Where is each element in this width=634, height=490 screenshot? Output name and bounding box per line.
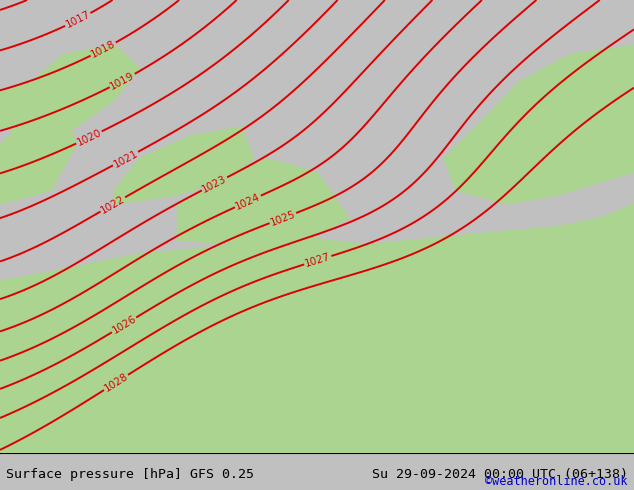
Text: 1018: 1018: [89, 39, 117, 60]
Text: 1024: 1024: [234, 192, 262, 211]
Text: ©weatheronline.co.uk: ©weatheronline.co.uk: [485, 475, 628, 488]
Text: Surface pressure [hPa] GFS 0.25: Surface pressure [hPa] GFS 0.25: [6, 468, 254, 481]
Text: 1027: 1027: [304, 251, 332, 269]
Polygon shape: [0, 204, 634, 453]
Polygon shape: [444, 46, 634, 204]
Polygon shape: [114, 127, 254, 204]
Text: Su 29-09-2024 00:00 UTC (06+138): Su 29-09-2024 00:00 UTC (06+138): [372, 468, 628, 481]
Text: 1022: 1022: [99, 194, 127, 215]
Polygon shape: [178, 159, 349, 245]
Text: 1028: 1028: [102, 371, 130, 394]
Text: 1017: 1017: [64, 9, 92, 30]
Text: 1019: 1019: [108, 70, 136, 91]
Text: 1026: 1026: [110, 314, 138, 336]
Polygon shape: [0, 46, 139, 136]
Text: 1023: 1023: [200, 173, 228, 195]
Polygon shape: [254, 281, 444, 417]
Text: 1025: 1025: [269, 209, 297, 227]
Polygon shape: [241, 390, 285, 421]
Text: 1020: 1020: [75, 127, 103, 147]
Text: 1021: 1021: [112, 148, 139, 169]
Polygon shape: [0, 100, 76, 204]
